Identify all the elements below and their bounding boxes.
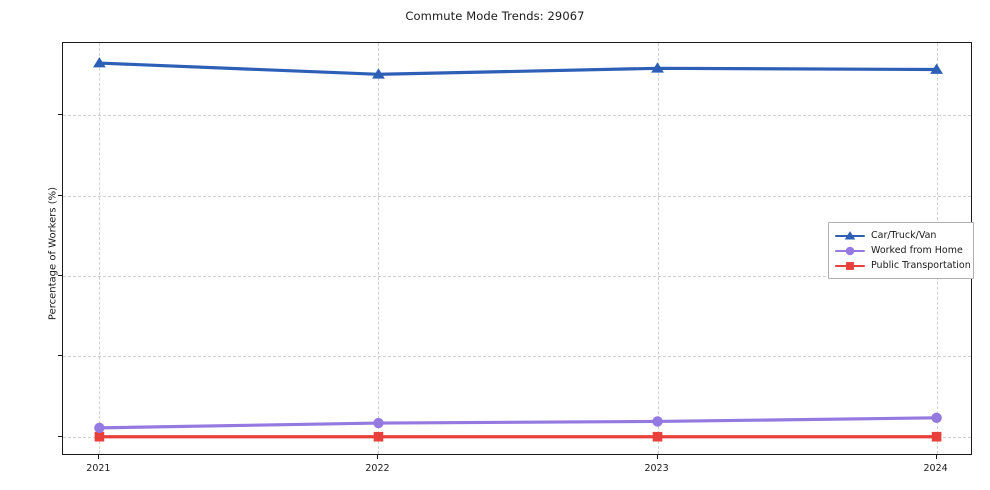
series-public-transportation <box>94 431 942 442</box>
legend-item-car-truck-van[interactable]: Car/Truck/Van <box>835 228 967 243</box>
x-axis-tick-label: 2024 <box>923 463 948 474</box>
x-axis-tick-label: 2023 <box>644 463 669 474</box>
data-point-marker <box>930 63 943 74</box>
data-point-marker <box>93 57 106 68</box>
gridline-vertical <box>378 43 380 454</box>
chart-title: Commute Mode Trends: 29067 <box>405 9 585 23</box>
legend-marker-glyph <box>844 230 856 240</box>
x-axis-tick-label: 2022 <box>365 463 390 474</box>
y-axis-tick-mark <box>58 194 62 196</box>
gridline-vertical <box>657 43 659 454</box>
series-layer <box>93 57 943 442</box>
legend-square-icon <box>835 259 865 273</box>
legend-item-label: Car/Truck/Van <box>871 230 937 241</box>
y-axis-tick-mark <box>58 114 62 116</box>
legend-item-label: Public Transportation <box>871 260 971 271</box>
y-axis-label: Percentage of Workers (%) <box>47 186 59 321</box>
series-worked-from-home <box>94 412 942 434</box>
data-point-marker <box>931 412 942 424</box>
gridline-horizontal <box>63 276 971 277</box>
legend-item-public-transportation[interactable]: Public Transportation <box>835 258 971 273</box>
x-axis-tick-mark <box>656 455 658 459</box>
data-point-marker <box>373 431 384 442</box>
x-axis-tick-mark <box>98 455 100 459</box>
legend-item-worked-from-home[interactable]: Worked from Home <box>835 243 967 258</box>
legend-triangle-icon <box>835 229 865 243</box>
gridline-horizontal <box>63 195 971 197</box>
y-axis-tick-mark <box>58 275 62 276</box>
y-axis-tick-mark <box>58 435 62 437</box>
x-axis-tick-label: 2021 <box>86 463 111 474</box>
legend[interactable]: Car/Truck/Van Worked from Home Public Tran… <box>828 222 974 279</box>
data-point-marker <box>94 422 105 434</box>
plot-area <box>62 42 972 455</box>
data-point-marker <box>652 416 663 427</box>
gridline-horizontal <box>63 115 971 117</box>
gridline-vertical <box>99 43 101 454</box>
series-car-truck-van <box>93 57 943 79</box>
legend-circle-icon <box>835 244 865 258</box>
y-axis-tick-mark <box>58 355 62 357</box>
data-point-marker <box>651 62 664 73</box>
x-axis-tick-mark <box>377 455 379 459</box>
series-line <box>97 61 939 76</box>
x-axis-tick-mark <box>935 455 937 459</box>
gridline-horizontal <box>63 356 971 358</box>
series-line <box>97 416 939 430</box>
data-point-marker <box>931 431 942 442</box>
data-point-marker <box>94 431 105 442</box>
data-point-marker <box>373 417 384 429</box>
data-point-marker <box>652 431 663 442</box>
legend-marker-glyph <box>845 246 855 255</box>
data-point-marker <box>372 68 385 79</box>
legend-marker-glyph <box>846 261 854 270</box>
legend-item-label: Worked from Home <box>871 245 963 256</box>
